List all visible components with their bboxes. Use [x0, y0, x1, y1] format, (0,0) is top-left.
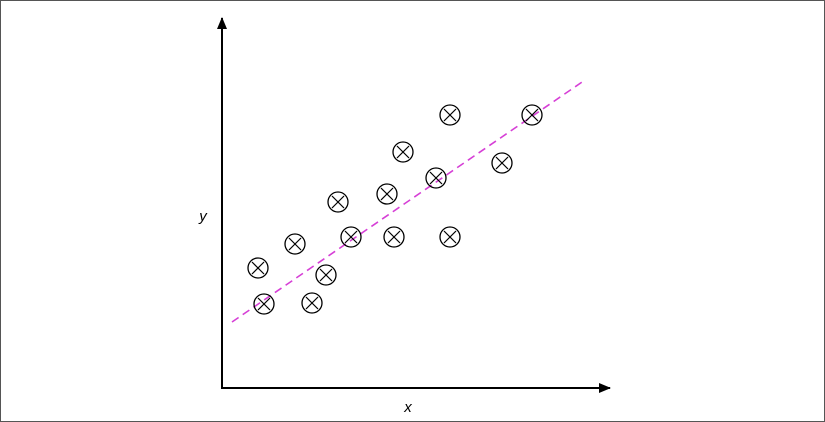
point-circle: [439, 104, 461, 126]
x-axis-label: x: [403, 399, 412, 416]
point-circle: [315, 264, 337, 286]
point-cross: [380, 187, 394, 201]
point-circle: [301, 292, 323, 314]
point-circle: [491, 152, 513, 174]
point: [376, 183, 398, 205]
point: [327, 191, 349, 213]
point-circle: [383, 226, 405, 248]
point-cross: [305, 296, 319, 310]
point: [383, 226, 405, 248]
point: [301, 292, 323, 314]
point-circle: [439, 226, 461, 248]
point-cross: [331, 195, 345, 209]
point: [315, 264, 337, 286]
point-cross: [396, 145, 410, 159]
point-cross: [288, 237, 302, 251]
point: [491, 152, 513, 174]
point: [340, 226, 362, 248]
points: [247, 104, 543, 315]
point-cross: [443, 230, 457, 244]
point-circle: [253, 293, 275, 315]
point: [284, 233, 306, 255]
point-cross: [387, 230, 401, 244]
point: [439, 104, 461, 126]
point-cross: [525, 108, 539, 122]
point: [439, 226, 461, 248]
point: [521, 104, 543, 126]
point-cross: [495, 156, 509, 170]
point-circle: [521, 104, 543, 126]
point-cross: [443, 108, 457, 122]
point: [425, 167, 447, 189]
point: [392, 141, 414, 163]
point-cross: [319, 268, 333, 282]
point-cross: [251, 261, 265, 275]
point-circle: [247, 257, 269, 279]
point-circle: [376, 183, 398, 205]
point: [247, 257, 269, 279]
point-circle: [425, 167, 447, 189]
point-circle: [327, 191, 349, 213]
point-circle: [392, 141, 414, 163]
point-cross: [344, 230, 358, 244]
point-cross: [429, 171, 443, 185]
point: [253, 293, 275, 315]
y-axis-label: y: [198, 208, 208, 225]
point-circle: [284, 233, 306, 255]
point-circle: [340, 226, 362, 248]
point-cross: [257, 297, 271, 311]
